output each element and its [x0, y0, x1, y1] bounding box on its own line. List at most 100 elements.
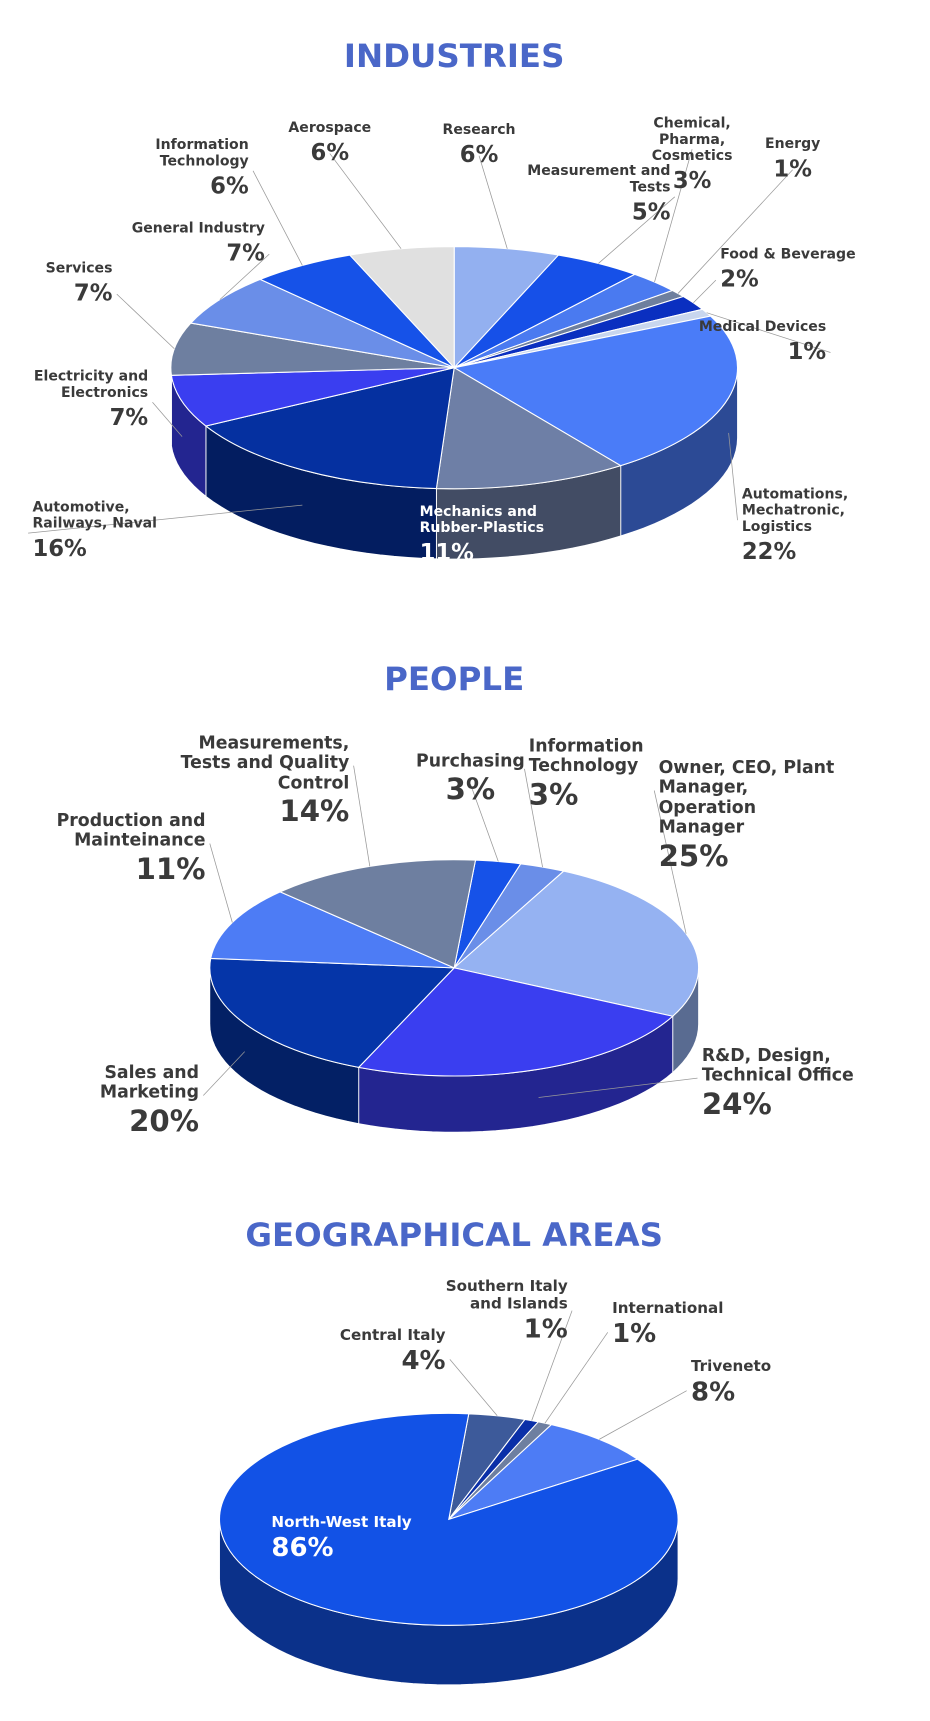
slice-value: 6% [210, 172, 249, 199]
slice-name: Automotive, Railways, Naval [32, 499, 157, 532]
slice-name: Energy [765, 136, 821, 153]
slice-name: Chemical, Pharma, Cosmetics [651, 115, 733, 165]
slice-label: International 1% [612, 1300, 731, 1349]
leader-line [538, 1077, 698, 1098]
leader-line [728, 432, 738, 521]
slice-name: North-West Italy [271, 1513, 412, 1532]
slice-name: Mechanics and Rubber-Plastics [419, 503, 545, 537]
slice-label: Production and Mainteinance 11% [54, 809, 206, 887]
leader-line [116, 293, 175, 350]
slice-value: 22% [741, 538, 797, 565]
slice-name: Triveneto [691, 1358, 772, 1376]
slice-value: 25% [658, 839, 729, 874]
slice-label: Food & Beverage 2% [720, 246, 861, 292]
slice-name: Measurements, Tests and Quality Control [180, 732, 350, 793]
leader-line [598, 196, 676, 264]
leader-line [531, 1310, 573, 1421]
slice-side [170, 367, 172, 446]
slice-name: Sales and Marketing [99, 1061, 199, 1103]
slice-label: Central Italy 4% [316, 1327, 446, 1376]
slice-name: Research [442, 122, 516, 139]
slice-value: 4% [401, 1345, 446, 1376]
slice-value: 8% [691, 1376, 736, 1408]
leader-line [654, 149, 693, 283]
chart-title: GEOGRAPHICAL AREAS [245, 1216, 663, 1254]
pie [170, 246, 739, 560]
leader-line [329, 153, 402, 249]
slice-name: Information Technology [155, 137, 249, 170]
slice-name: Food & Beverage [720, 246, 856, 263]
slice-name: Production and Mainteinance [56, 809, 206, 851]
slice-label: Services 7% [4, 260, 113, 306]
leader-line [252, 170, 303, 266]
leader-line [152, 402, 183, 437]
slice [170, 367, 455, 427]
slice-value: 24% [701, 1087, 772, 1122]
slice-name: Services [45, 260, 113, 277]
slice-value: 1% [523, 1314, 568, 1345]
slice-value: 5% [631, 198, 671, 225]
slice-label: Automations, Mechatronic, Logistics 22% [741, 486, 904, 565]
slice-label: Automotive, Railways, Naval 16% [32, 499, 194, 562]
slice-name: Southern Italy and Islands [445, 1278, 568, 1313]
pie [219, 1412, 679, 1686]
slice-value: 1% [773, 155, 812, 182]
slice-label: Aerospace 6% [276, 120, 384, 166]
slice-value: 11% [135, 852, 206, 887]
slice-label: Energy 1% [760, 136, 825, 182]
slice [170, 322, 455, 376]
leader-line [677, 169, 793, 294]
slice-value: 86% [271, 1532, 334, 1563]
slice-name: Medical Devices [698, 319, 827, 336]
chart-title: PEOPLE [384, 660, 524, 698]
slice-name: Information Technology [528, 735, 644, 776]
slice-value: 7% [73, 280, 113, 306]
slice [357, 967, 674, 1077]
slice-name: R&D, Design, Technical Office [701, 1044, 854, 1086]
leader-line [28, 504, 303, 534]
slice-value: 3% [672, 167, 712, 194]
slice-value: 7% [109, 404, 149, 431]
slice-value: 6% [459, 141, 499, 168]
slice-label: Medical Devices 1% [696, 319, 827, 365]
slice-value: 2% [720, 265, 759, 292]
slice-name: Purchasing [416, 750, 525, 772]
slice [209, 957, 456, 1068]
slice-value: 11% [419, 539, 474, 566]
pie [209, 859, 700, 1133]
slice-value: 6% [310, 139, 350, 166]
leader-line [599, 1390, 687, 1440]
leader-line [209, 843, 233, 923]
leader-line [693, 279, 717, 304]
slice-value: 3% [445, 773, 496, 808]
slice-label: Southern Italy and Islands 1% [438, 1278, 568, 1345]
slice-label: R&D, Design, Technical Office 24% [701, 1044, 864, 1122]
slice-name: Electricity and Electronics [33, 368, 149, 402]
slice-name: Measurement and Tests [527, 163, 671, 196]
slice-name: Automations, Mechatronic, Logistics [741, 486, 849, 536]
slice-name: International [612, 1299, 724, 1318]
chart-title: INDUSTRIES [344, 37, 565, 75]
slice-label: Information Technology 3% [529, 736, 648, 812]
slice [453, 870, 700, 1017]
slice [452, 315, 739, 467]
slice-label: Triveneto 8% [691, 1358, 788, 1407]
slice-label: Electricity and Electronics 7% [18, 368, 149, 431]
slice-value: 20% [129, 1104, 199, 1139]
slice-value: 1% [787, 338, 827, 365]
slice [435, 366, 623, 490]
slice-label: Measurement and Tests 5% [497, 163, 671, 225]
slice-value: 1% [612, 1318, 657, 1349]
slice-value: 14% [279, 795, 350, 829]
leader-line [353, 765, 371, 867]
slice-value: 7% [226, 240, 265, 266]
slice-value: 16% [32, 535, 87, 562]
slice-label: Research 6% [414, 122, 544, 168]
leader-line [524, 768, 543, 868]
slice-label: North-West Italy 86% [271, 1514, 444, 1563]
slice-name: General Industry [131, 220, 265, 237]
slice-label: Measurements, Tests and Quality Control 1… [176, 732, 350, 829]
slice-label: Information Technology 6% [65, 137, 249, 199]
